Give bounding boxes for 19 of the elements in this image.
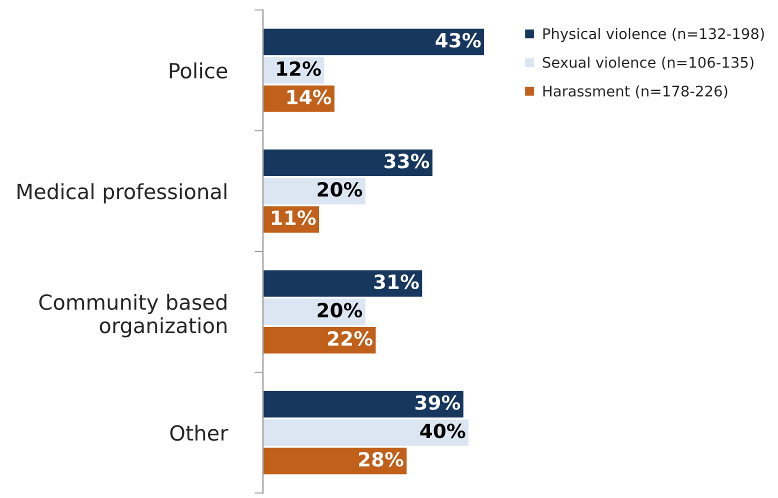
legend-label: Harassment (n=178-226) <box>543 85 728 98</box>
data-label: 20% <box>318 182 362 197</box>
y-tick-label: Police <box>170 62 228 79</box>
data-label: 14% <box>287 90 332 104</box>
data-label: 40% <box>420 424 466 438</box>
legend-label: Sexual violence (n=106-135) <box>542 56 754 70</box>
data-label: 20% <box>318 302 362 318</box>
data-label: 31% <box>374 274 419 290</box>
legend-label: Physical violence (n=132-198) <box>543 28 764 42</box>
data-label: 33% <box>384 154 430 168</box>
data-label: 39% <box>416 395 460 410</box>
data-label: 28% <box>359 452 404 467</box>
y-tick-label: Community based organization <box>39 294 226 338</box>
data-label: 22% <box>328 331 372 346</box>
data-label: 43% <box>436 32 481 48</box>
y-tick-label: Other <box>170 424 228 441</box>
data-label: 11% <box>272 210 316 226</box>
data-label: 12% <box>277 61 321 76</box>
y-tick-label: Medical professional <box>18 183 226 204</box>
